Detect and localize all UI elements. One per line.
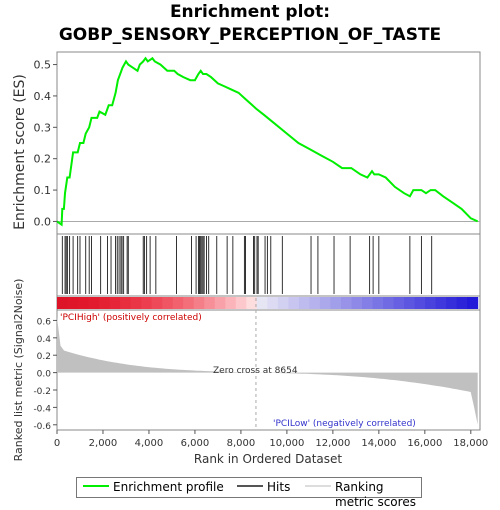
- y-tick-label-bottom: 0.0: [37, 370, 52, 380]
- legend-enrichment-line: [83, 485, 109, 487]
- color-bar-segment: [151, 297, 163, 309]
- color-bar-segment: [120, 297, 132, 309]
- es-profile-line: [56, 56, 479, 227]
- color-bar-segment: [319, 297, 331, 309]
- x-tick-label: 12,000: [315, 438, 350, 449]
- color-bar-segment: [467, 297, 479, 309]
- legend-metric-label: Ranking metric scores: [335, 480, 416, 509]
- color-bar-segment: [172, 297, 184, 309]
- color-bar-segment: [456, 297, 468, 309]
- color-bar-segment: [393, 297, 405, 309]
- zero-cross-label: Zero cross at 8654: [213, 366, 298, 376]
- legend-hits-line: [237, 485, 263, 487]
- color-bar-segment: [425, 297, 437, 309]
- color-bar-segment: [78, 297, 90, 309]
- y-tick-label-top: 0.2: [34, 153, 52, 166]
- hit-markers: [61, 236, 433, 294]
- y-tick-label-bottom: -0.6: [33, 422, 51, 432]
- color-bar-segment: [277, 297, 289, 309]
- color-bar-segment: [204, 297, 216, 309]
- color-bar-segment: [288, 297, 300, 309]
- color-bar-segment: [362, 297, 374, 309]
- x-tick-label: 8,000: [227, 438, 256, 449]
- x-tick-label: 18,000: [453, 438, 488, 449]
- axes-group: 0.0 0.1 0.2 0.3 0.4 0.5 -0.6 -0.4 -0.2 0.0 0.2 0.4 0…: [33, 59, 488, 449]
- color-bar-segment: [183, 297, 195, 309]
- chart-title-line1: Enrichment plot:: [169, 2, 331, 22]
- y-tick-label-top: 0.0: [34, 215, 52, 228]
- x-tick-label: 14,000: [361, 438, 396, 449]
- negative-label: 'PCILow' (negatively correlated): [273, 419, 416, 429]
- x-tick-label: 10,000: [269, 438, 304, 449]
- x-axis-label: Rank in Ordered Dataset: [194, 452, 342, 466]
- es-panel: [56, 51, 481, 235]
- color-bar-segment: [130, 297, 142, 309]
- color-bar-segment: [162, 297, 174, 309]
- color-bar-segment: [330, 297, 342, 309]
- color-bar-segment: [383, 297, 395, 309]
- color-bar-segment: [235, 297, 247, 309]
- color-bar-segment: [246, 297, 258, 309]
- legend: Enrichment profile Hits Ranking metric s…: [76, 477, 422, 509]
- ranking-color-bar: [57, 297, 479, 309]
- color-bar-segment: [141, 297, 153, 309]
- y-tick-label-bottom: 0.6: [37, 317, 52, 327]
- chart-title-line2: GOBP_SENSORY_PERCEPTION_OF_TASTE: [58, 25, 442, 45]
- y-axis-label-top: Enrichment score (ES): [12, 74, 28, 230]
- legend-enrichment-label: Enrichment profile: [113, 480, 224, 494]
- x-tick-label: 4,000: [135, 438, 164, 449]
- hits-panel: [56, 233, 481, 297]
- x-tick-label: 0: [54, 438, 60, 449]
- color-bar-segment: [88, 297, 100, 309]
- color-bar-segment: [446, 297, 458, 309]
- color-bar-segment: [67, 297, 79, 309]
- color-bar-segment: [435, 297, 447, 309]
- y-tick-label-top: 0.5: [34, 59, 52, 72]
- color-bar-segment: [404, 297, 416, 309]
- y-axis-label-bottom: Ranked list metric (Signal2Noise): [12, 279, 25, 462]
- x-tick-label: 6,000: [181, 438, 210, 449]
- color-bar-segment: [214, 297, 226, 309]
- color-bar-segment: [99, 297, 111, 309]
- y-tick-label-bottom: -0.2: [33, 387, 51, 397]
- color-bar-segment: [340, 297, 352, 309]
- legend-metric-line: [305, 485, 331, 487]
- color-bar-segment: [267, 297, 279, 309]
- y-tick-label-bottom: -0.4: [33, 404, 51, 414]
- color-bar-segment: [57, 297, 69, 309]
- ranking-metric-area: [57, 298, 478, 430]
- metric-fill-area: [57, 317, 478, 425]
- color-bar-segment: [309, 297, 321, 309]
- positive-label: 'PCIHigh' (positively correlated): [60, 313, 202, 323]
- color-bar-segment: [256, 297, 268, 309]
- y-tick-label-top: 0.3: [34, 121, 52, 134]
- y-tick-label-top: 0.4: [34, 90, 52, 103]
- x-tick-label: 16,000: [407, 438, 442, 449]
- color-bar-segment: [225, 297, 237, 309]
- color-bar-segment: [414, 297, 426, 309]
- es-profile-group: [56, 56, 480, 227]
- y-tick-label-top: 0.1: [34, 184, 52, 197]
- y-tick-label-bottom: 0.4: [37, 335, 52, 345]
- x-tick-label: 2,000: [89, 438, 118, 449]
- color-bar-segment: [351, 297, 363, 309]
- color-bar-segment: [298, 297, 310, 309]
- color-bar-segment: [372, 297, 384, 309]
- legend-hits-label: Hits: [267, 480, 291, 494]
- color-bar-segment: [193, 297, 205, 309]
- color-bar-segment: [109, 297, 121, 309]
- y-tick-label-bottom: 0.2: [37, 352, 51, 362]
